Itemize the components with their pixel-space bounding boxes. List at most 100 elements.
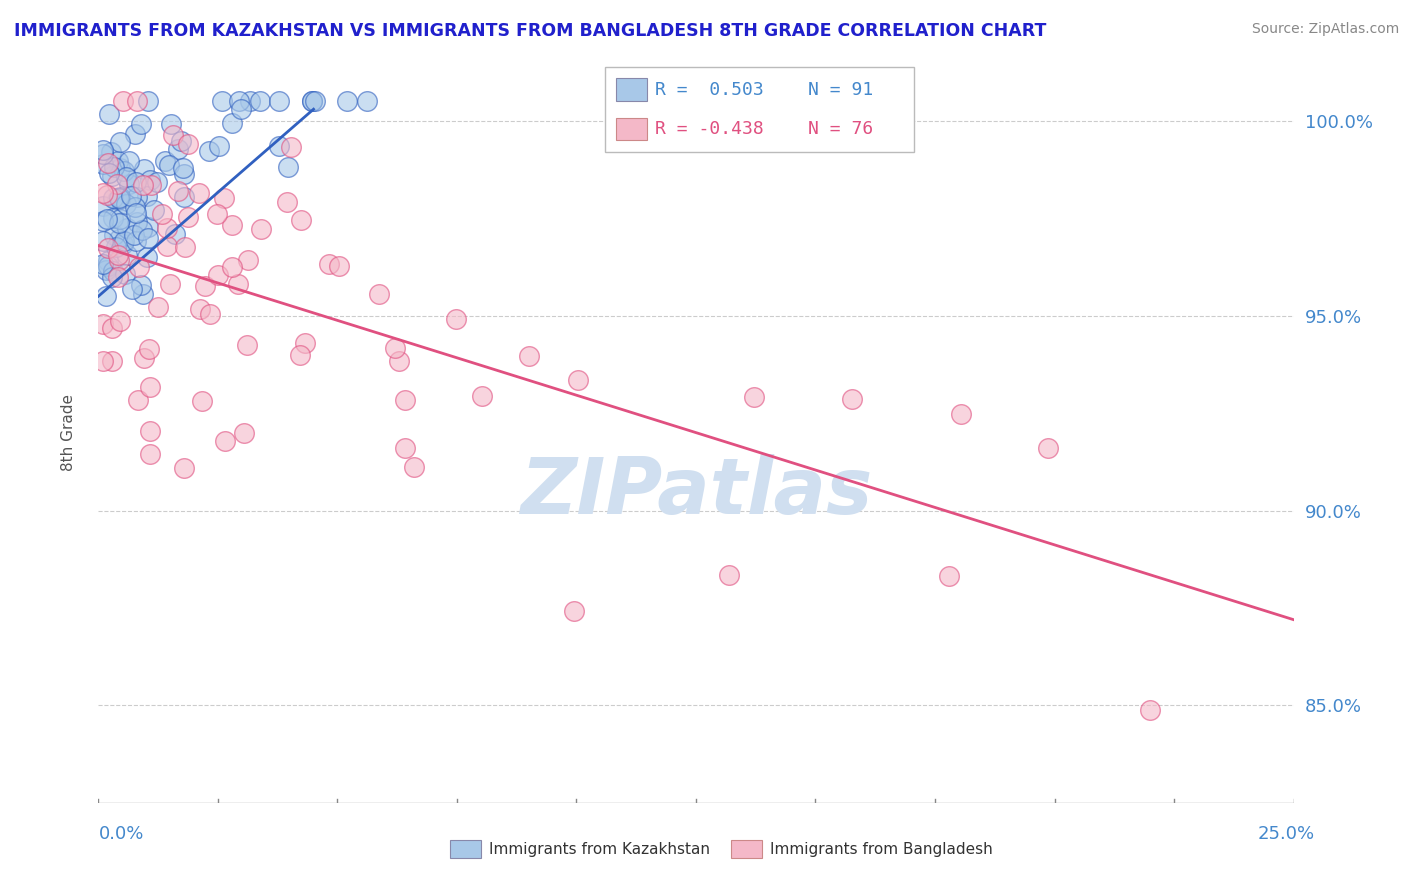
Point xyxy=(108,211,131,226)
Point xyxy=(94,289,117,303)
Point xyxy=(108,191,131,205)
Point xyxy=(117,248,139,262)
Point xyxy=(301,95,323,109)
Point xyxy=(250,221,273,235)
Point xyxy=(384,342,406,356)
Point xyxy=(188,186,211,201)
Point xyxy=(97,254,120,268)
Point xyxy=(228,95,250,109)
Point xyxy=(100,321,122,335)
Point xyxy=(98,106,121,120)
Point xyxy=(277,161,299,175)
Point xyxy=(114,234,136,248)
Point xyxy=(276,195,298,210)
Point xyxy=(141,178,163,193)
Text: 0.0%: 0.0% xyxy=(98,825,143,843)
Point xyxy=(238,95,260,109)
Point xyxy=(125,205,148,219)
Point xyxy=(125,175,148,189)
Point xyxy=(125,190,148,204)
Point xyxy=(165,227,187,241)
Point xyxy=(101,191,124,205)
Point xyxy=(114,268,136,282)
Point xyxy=(249,95,271,109)
Point xyxy=(1036,441,1059,455)
Point xyxy=(108,136,131,150)
Point xyxy=(177,136,200,151)
Point xyxy=(97,242,120,256)
Point xyxy=(103,227,125,242)
Point xyxy=(132,161,155,176)
Point xyxy=(139,447,162,461)
Point xyxy=(108,192,131,206)
Point xyxy=(267,139,290,153)
Point xyxy=(100,169,122,183)
Point xyxy=(567,373,589,387)
Point xyxy=(235,338,257,352)
Point xyxy=(290,213,312,227)
Point xyxy=(368,287,391,301)
Point xyxy=(173,190,195,204)
Point xyxy=(96,211,118,226)
Point xyxy=(841,392,863,407)
Point xyxy=(159,117,181,131)
Point xyxy=(105,177,128,191)
Point xyxy=(157,158,180,172)
Point xyxy=(136,231,159,245)
Point xyxy=(131,117,153,131)
Text: R =  0.503: R = 0.503 xyxy=(655,81,763,99)
Point xyxy=(139,380,162,394)
Point xyxy=(142,203,165,218)
Point xyxy=(103,160,125,174)
Point xyxy=(107,248,129,262)
Point xyxy=(115,197,138,211)
Point xyxy=(91,234,114,248)
Point xyxy=(131,223,153,237)
Point xyxy=(98,165,121,179)
Point xyxy=(97,259,120,273)
Point xyxy=(212,190,235,204)
Point xyxy=(173,167,195,181)
Point xyxy=(193,278,215,293)
Point xyxy=(150,207,173,221)
Point xyxy=(269,95,291,109)
Point xyxy=(112,164,135,178)
Point xyxy=(388,354,411,368)
Point xyxy=(471,389,494,403)
Text: 25.0%: 25.0% xyxy=(1257,825,1315,843)
Point xyxy=(91,186,114,201)
Point xyxy=(190,394,212,409)
Point xyxy=(172,161,194,175)
Point xyxy=(156,238,179,252)
Point xyxy=(138,173,160,187)
Point xyxy=(207,268,229,282)
Point xyxy=(301,95,323,109)
Text: R = -0.438: R = -0.438 xyxy=(655,120,763,138)
Point xyxy=(562,604,585,618)
Point xyxy=(950,407,973,421)
Point xyxy=(91,256,114,270)
Point xyxy=(170,134,193,148)
Point xyxy=(118,177,141,191)
Point xyxy=(127,392,149,407)
Point xyxy=(226,277,249,292)
Point xyxy=(131,287,153,301)
Point xyxy=(146,300,169,314)
Point xyxy=(156,220,179,235)
Point xyxy=(100,145,122,160)
Point xyxy=(188,301,211,316)
Point xyxy=(742,391,765,405)
Point xyxy=(1139,703,1161,717)
Point xyxy=(280,140,302,154)
Point xyxy=(145,175,167,189)
Text: Source: ZipAtlas.com: Source: ZipAtlas.com xyxy=(1251,22,1399,37)
Point xyxy=(394,393,416,408)
Text: IMMIGRANTS FROM KAZAKHSTAN VS IMMIGRANTS FROM BANGLADESH 8TH GRADE CORRELATION C: IMMIGRANTS FROM KAZAKHSTAN VS IMMIGRANTS… xyxy=(14,22,1046,40)
Point xyxy=(402,459,425,474)
Point xyxy=(91,318,114,332)
Point xyxy=(107,153,129,168)
Point xyxy=(124,127,146,141)
Text: Immigrants from Kazakhstan: Immigrants from Kazakhstan xyxy=(489,842,710,856)
Point xyxy=(132,178,155,192)
Point xyxy=(108,232,131,246)
